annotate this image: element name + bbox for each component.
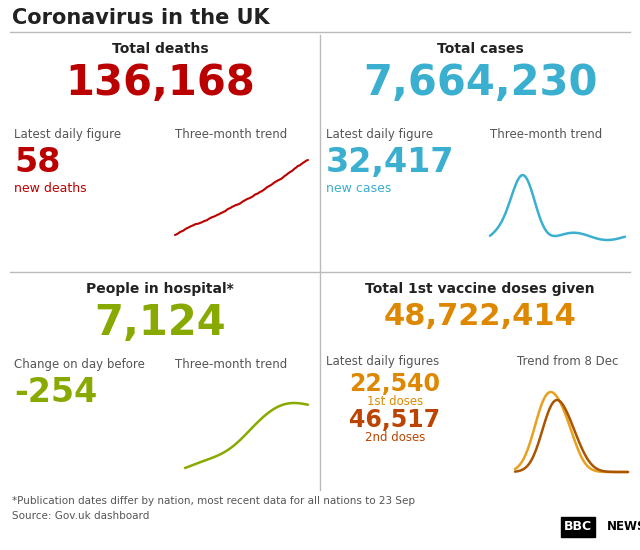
Text: 58: 58 — [14, 146, 61, 179]
Text: 136,168: 136,168 — [65, 62, 255, 104]
Text: 22,540: 22,540 — [349, 372, 440, 396]
Text: Total 1st vaccine doses given: Total 1st vaccine doses given — [365, 282, 595, 296]
Text: new cases: new cases — [326, 182, 392, 195]
Text: Latest daily figure: Latest daily figure — [326, 128, 433, 141]
Text: 32,417: 32,417 — [326, 146, 454, 179]
Text: Total cases: Total cases — [436, 42, 524, 56]
Text: 2nd doses: 2nd doses — [365, 431, 425, 444]
Text: 7,664,230: 7,664,230 — [363, 62, 597, 104]
Text: Three-month trend: Three-month trend — [175, 128, 287, 141]
Text: 7,124: 7,124 — [94, 302, 226, 344]
Text: Change on day before: Change on day before — [14, 358, 145, 371]
Text: 48,722,414: 48,722,414 — [383, 302, 577, 331]
Text: People in hospital*: People in hospital* — [86, 282, 234, 296]
Text: Source: Gov.uk dashboard: Source: Gov.uk dashboard — [12, 511, 149, 521]
Text: new deaths: new deaths — [14, 182, 86, 195]
Text: Latest daily figure: Latest daily figure — [14, 128, 121, 141]
Text: -254: -254 — [14, 376, 97, 409]
Text: 1st doses: 1st doses — [367, 395, 423, 408]
Text: Trend from 8 Dec: Trend from 8 Dec — [517, 355, 618, 368]
Text: Coronavirus in the UK: Coronavirus in the UK — [12, 8, 269, 28]
Text: Total deaths: Total deaths — [112, 42, 208, 56]
Text: NEWS: NEWS — [607, 520, 640, 534]
Text: BBC: BBC — [564, 520, 592, 534]
Text: Three-month trend: Three-month trend — [175, 358, 287, 371]
Text: Latest daily figures: Latest daily figures — [326, 355, 439, 368]
Text: Three-month trend: Three-month trend — [490, 128, 602, 141]
Text: *Publication dates differ by nation, most recent data for all nations to 23 Sep: *Publication dates differ by nation, mos… — [12, 496, 415, 506]
Text: 46,517: 46,517 — [349, 408, 440, 432]
